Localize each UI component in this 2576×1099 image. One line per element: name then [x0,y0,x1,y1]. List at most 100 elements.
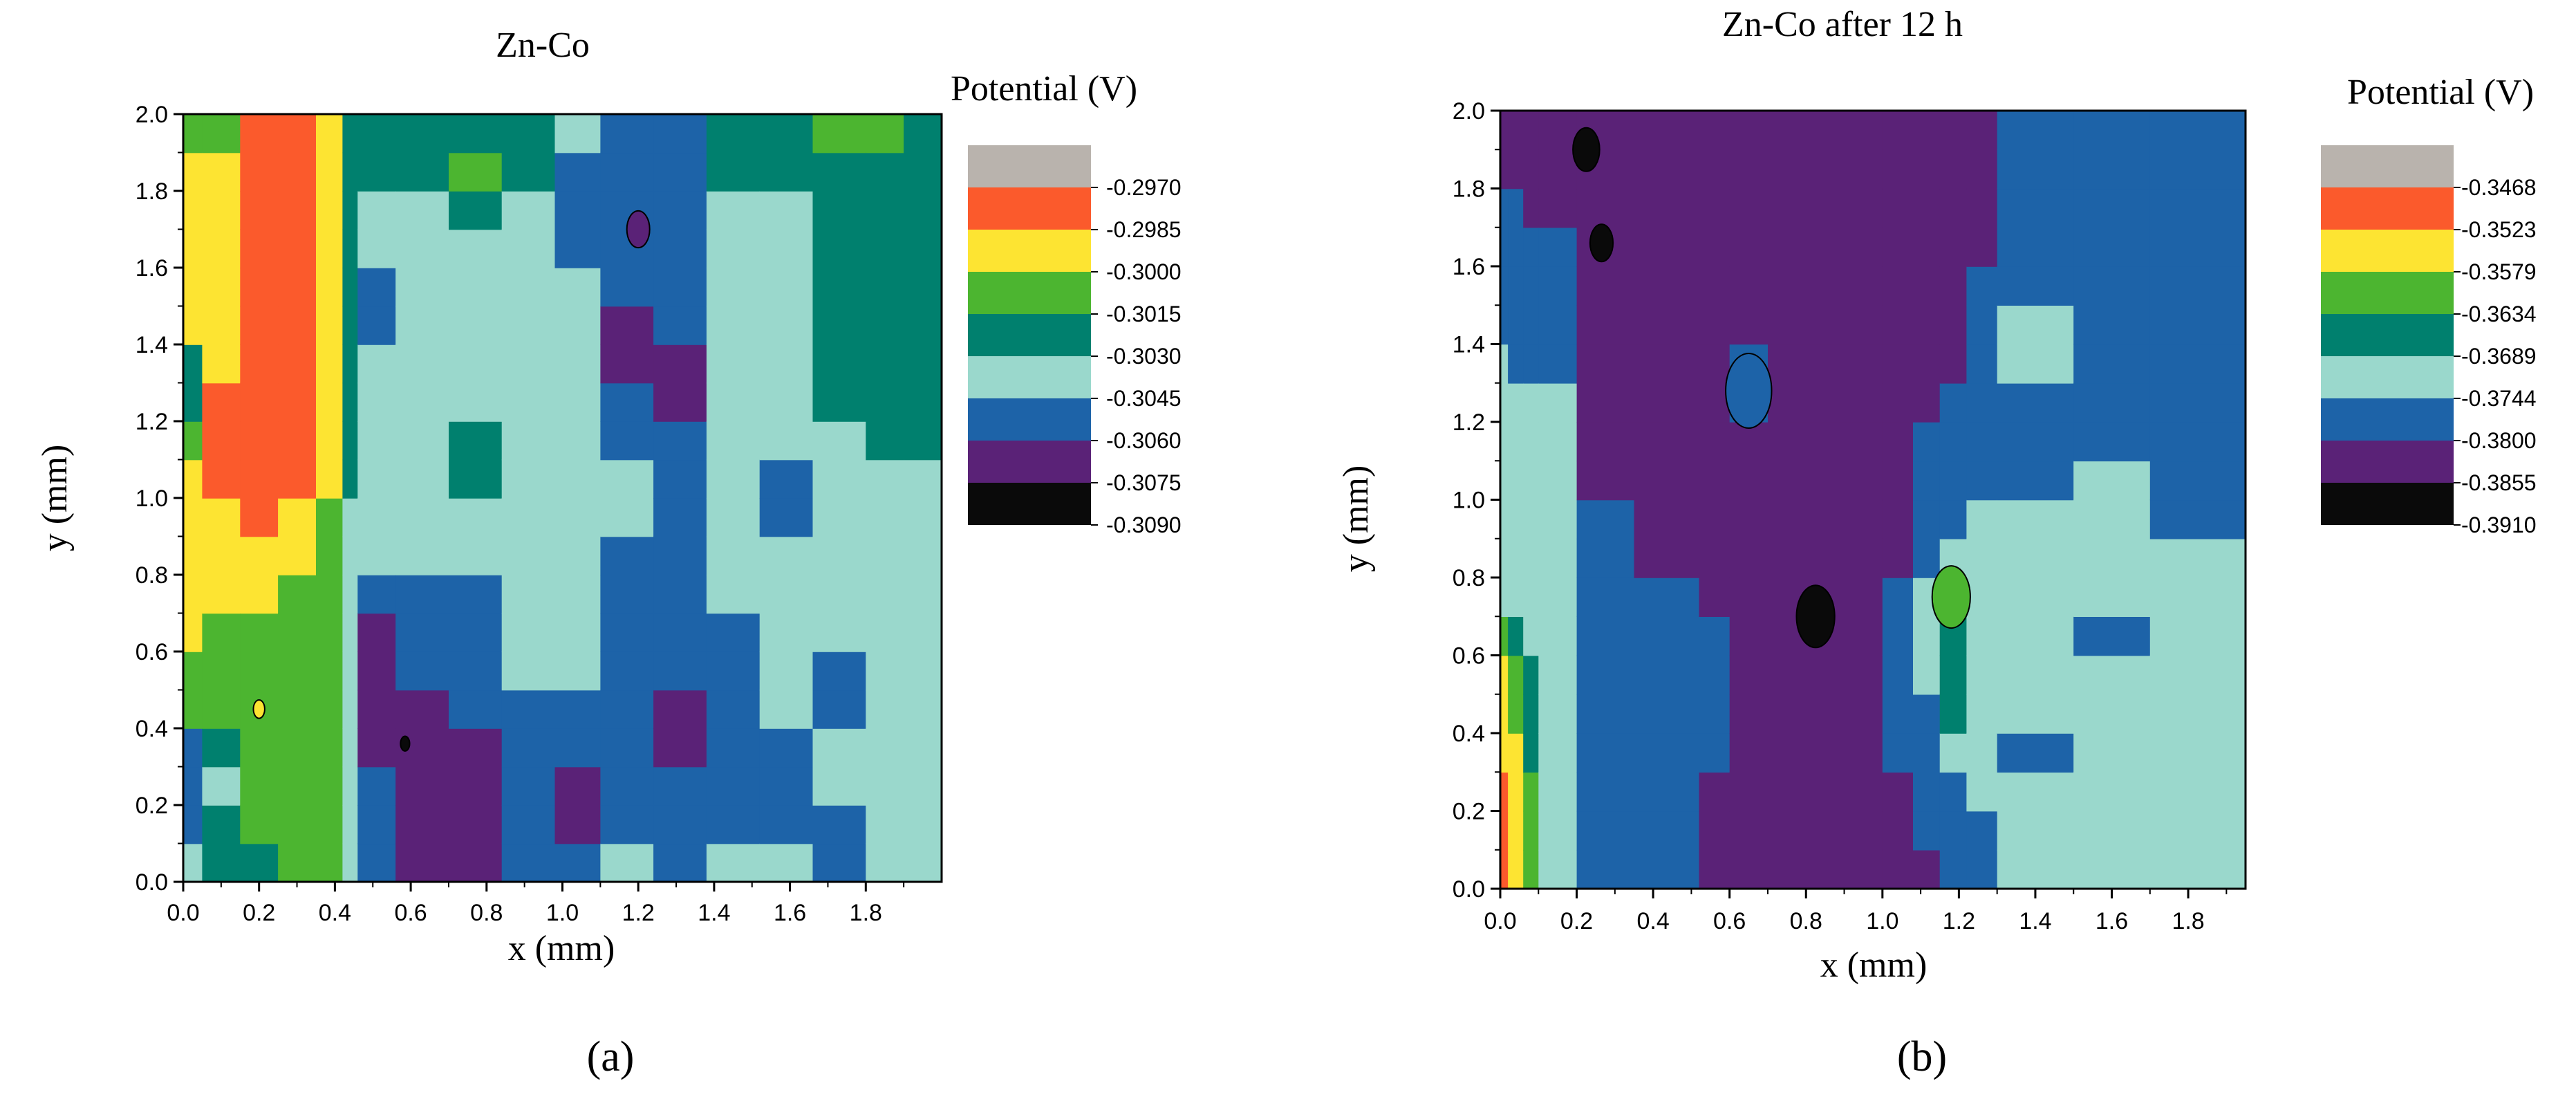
contour-cell [449,805,503,844]
contour-cell [1500,344,1509,384]
contour-cell [1538,772,1578,812]
y-tick-label: 1.6 [136,255,168,281]
chart-panel-b: Zn-Co after 12 h 0.0 0.2 0.4 0.6 0.8 1.0 1.2 1.… [1336,5,2537,1080]
contour-cell [2073,266,2151,306]
contour-cell [759,498,814,537]
contour-cell [554,805,601,844]
contour-cell [1634,499,1700,539]
contour-cell [316,728,344,768]
contour-cell [1500,422,1509,462]
contour-cell [554,652,601,691]
contour-cell [759,382,814,422]
contour-cell [1576,538,1635,578]
contour-cell [759,843,814,882]
contour-cell [1913,499,1941,539]
contour-cell [2073,111,2151,150]
x-tick-label: 0.2 [1560,908,1593,934]
contour-cell [1508,149,1524,190]
contour-cell [904,268,942,307]
contour-cell [1939,188,1968,228]
y-tick-label: 0.2 [1453,799,1485,825]
contour-spot [1572,127,1600,172]
contour-cell [2149,149,2246,190]
contour-cell [812,229,867,268]
contour-cell [1634,382,1700,423]
x-tick-label: 1.6 [2096,908,2128,934]
contour-cell [1523,382,1540,423]
contour-spot [1725,353,1773,429]
contour-cell [1523,188,1540,228]
contour-cell [278,344,317,384]
legend-label: -0.3855 [2461,470,2537,495]
legend-swatch [968,314,1091,356]
contour-cell [653,536,707,575]
contour-cell [1768,733,1883,773]
contour-cell [1997,849,2075,889]
contour-cell [395,690,449,729]
x-axis: 0.0 0.2 0.4 0.6 0.8 1.0 1.2 1.4 1.6 1.8 [1484,889,2228,934]
contour-cell [316,306,344,345]
contour-cell [202,152,241,192]
contour-cell [1523,461,1540,501]
contour-cell [1523,111,1540,150]
contour-cell [183,268,203,307]
contour-cell [600,536,654,575]
contour-cell [1729,266,1768,306]
contour-cell [1913,422,1941,462]
contour-cell [812,652,867,691]
contour-cell [278,268,317,307]
contour-cell [183,498,203,537]
contour-cell [866,652,904,691]
contour-cell [202,613,241,652]
contour-cell [812,536,867,575]
contour-cell [1882,266,1914,306]
contour-cell [501,229,556,268]
contour-cell [395,766,449,806]
y-tick-label: 1.0 [136,486,168,512]
contour-cell [501,268,556,307]
contour-cell [1508,694,1524,734]
contour-cell [1729,149,1768,190]
contour-cell [501,652,556,691]
contour-cell [1538,382,1578,423]
contour-cell [395,613,449,652]
contour-cell [342,498,359,537]
contour-cell [1997,422,2075,462]
contour-cell [342,728,359,768]
contour-cell [202,114,241,154]
contour-cell [1913,616,1941,656]
contour-cell [866,805,904,844]
contour-cell [2149,733,2246,773]
contour-cell [1729,811,1768,851]
contour-cell [706,536,760,575]
contour-cell [342,766,359,806]
contour-cell [653,268,707,307]
contour-cell [1913,461,1941,501]
y-tick-label: 0.0 [136,869,168,896]
contour-cell [904,766,942,806]
contour-cell [1523,499,1540,539]
contour-cell [1500,305,1509,345]
contour-cell [501,728,556,768]
contour-cell [501,766,556,806]
contour-cell [316,229,344,268]
contour-cell [653,613,707,652]
contour-cell [501,191,556,230]
contour-cell [600,114,654,154]
contour-cell [1882,461,1914,501]
contour-cell [1768,305,1883,345]
contour-cell [183,459,203,499]
contour-cell [202,690,241,729]
contour-cell [554,344,601,384]
contour-cell [316,575,344,614]
contour-cell [342,536,359,575]
contour-cell [1500,499,1509,539]
contour-cell [1768,772,1883,812]
contour-cell [1508,538,1524,578]
contour-cell [1966,227,1998,267]
y-axis-label: y (mm) [35,445,75,552]
contour-cell [1997,149,2075,190]
contour-cell [1500,461,1509,501]
contour-cell [1500,694,1509,734]
contour-cell [1538,655,1578,695]
